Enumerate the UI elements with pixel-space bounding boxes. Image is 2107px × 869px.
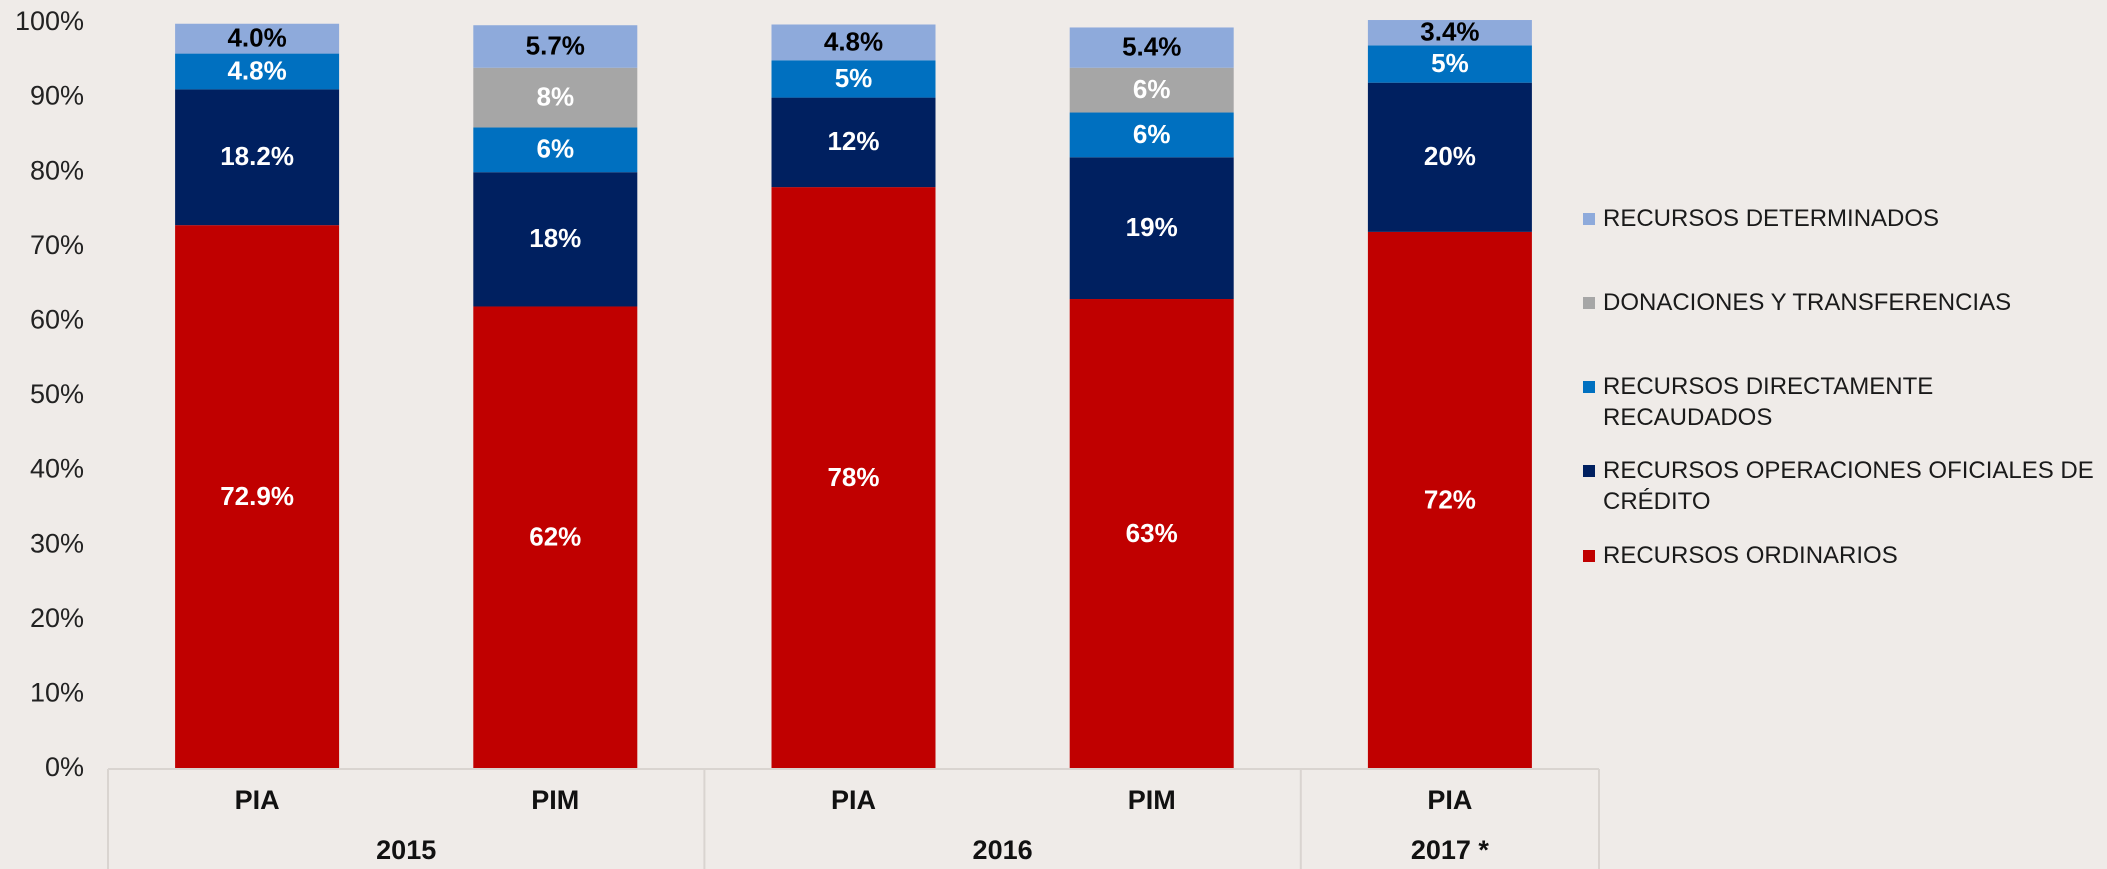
y-tick-label: 50%	[30, 379, 84, 409]
y-tick-label: 90%	[30, 81, 84, 111]
data-label: 8%	[537, 81, 575, 111]
data-label: 18.2%	[220, 141, 294, 171]
bar-segment	[175, 53, 340, 90]
data-label: 72.9%	[220, 481, 294, 511]
data-label: 78%	[827, 462, 879, 492]
bar-segment	[771, 187, 936, 769]
y-tick-label: 80%	[30, 155, 84, 185]
data-label: 3.4%	[1420, 17, 1479, 47]
bar-segment	[175, 23, 340, 54]
x-tick-label: PIA	[831, 785, 876, 815]
legend-swatch	[1583, 465, 1595, 477]
data-label: 4.8%	[227, 55, 286, 85]
legend-item: RECURSOS ORDINARIOS	[1583, 540, 2103, 571]
legend-label: RECURSOS DIRECTAMENTE RECAUDADOS	[1603, 373, 1934, 431]
x-tick-label: PIM	[531, 785, 579, 815]
y-tick-label: 40%	[30, 454, 84, 484]
legend-label: RECURSOS OPERACIONES OFICIALES DE CRÉDIT…	[1603, 457, 2094, 515]
legend-swatch	[1583, 550, 1595, 562]
bar-segment	[1367, 82, 1532, 232]
bar-segment	[1069, 299, 1234, 769]
bar-segment	[1367, 20, 1532, 46]
bar-segment	[175, 225, 340, 769]
data-label: 20%	[1424, 141, 1476, 171]
data-label: 5%	[835, 63, 873, 93]
y-tick-label: 60%	[30, 305, 84, 335]
data-label: 6%	[537, 134, 575, 164]
bar-segment	[473, 306, 638, 769]
bar-segment	[771, 97, 936, 188]
legend-swatch	[1583, 213, 1595, 225]
legend-label: DONACIONES Y TRANSFERENCIAS	[1603, 289, 2012, 316]
legend-label: RECURSOS DETERMINADOS	[1603, 205, 1940, 232]
data-label: 63%	[1126, 518, 1178, 548]
data-label: 6%	[1133, 119, 1171, 149]
y-tick-label: 100%	[15, 6, 84, 36]
data-label: 12%	[827, 126, 879, 156]
group-label: 2015	[376, 835, 436, 865]
bar-segment	[175, 89, 340, 226]
bar-segment	[771, 60, 936, 98]
legend-item: RECURSOS DIRECTAMENTE RECAUDADOS	[1583, 371, 2103, 433]
bar-segment	[1367, 45, 1532, 83]
legend-label: RECURSOS ORDINARIOS	[1603, 542, 1898, 569]
legend-item: DONACIONES Y TRANSFERENCIAS	[1583, 287, 2103, 318]
group-label: 2017 *	[1411, 835, 1490, 865]
data-label: 5.7%	[526, 30, 585, 60]
data-label: 4.8%	[824, 26, 883, 56]
bar-segment	[771, 24, 936, 61]
bar-segment	[1367, 231, 1532, 769]
y-tick-label: 10%	[30, 678, 84, 708]
x-tick-label: PIM	[1128, 785, 1176, 815]
y-tick-label: 20%	[30, 603, 84, 633]
bar-segment	[1069, 27, 1234, 68]
y-tick-label: 30%	[30, 528, 84, 558]
bar-segment	[1069, 67, 1234, 113]
legend-swatch	[1583, 381, 1595, 393]
bar-segment	[473, 67, 638, 128]
bar-segment	[473, 172, 638, 307]
x-tick-label: PIA	[1427, 785, 1472, 815]
data-label: 5.4%	[1122, 31, 1181, 61]
group-label: 2016	[973, 835, 1033, 865]
data-label: 62%	[529, 522, 581, 552]
bar-segment	[1069, 112, 1234, 158]
y-tick-label: 0%	[45, 752, 84, 782]
data-label: 6%	[1133, 74, 1171, 104]
x-tick-label: PIA	[235, 785, 280, 815]
legend-item: RECURSOS DETERMINADOS	[1583, 203, 2103, 234]
legend-swatch	[1583, 297, 1595, 309]
bar-segment	[473, 127, 638, 173]
bar-segment	[1069, 157, 1234, 300]
data-label: 19%	[1126, 212, 1178, 242]
y-tick-label: 70%	[30, 230, 84, 260]
data-label: 4.0%	[227, 23, 286, 53]
bar-segment	[473, 25, 638, 68]
legend-item: RECURSOS OPERACIONES OFICIALES DE CRÉDIT…	[1583, 455, 2103, 517]
data-label: 72%	[1424, 484, 1476, 514]
data-label: 18%	[529, 223, 581, 253]
data-label: 5%	[1431, 48, 1469, 78]
